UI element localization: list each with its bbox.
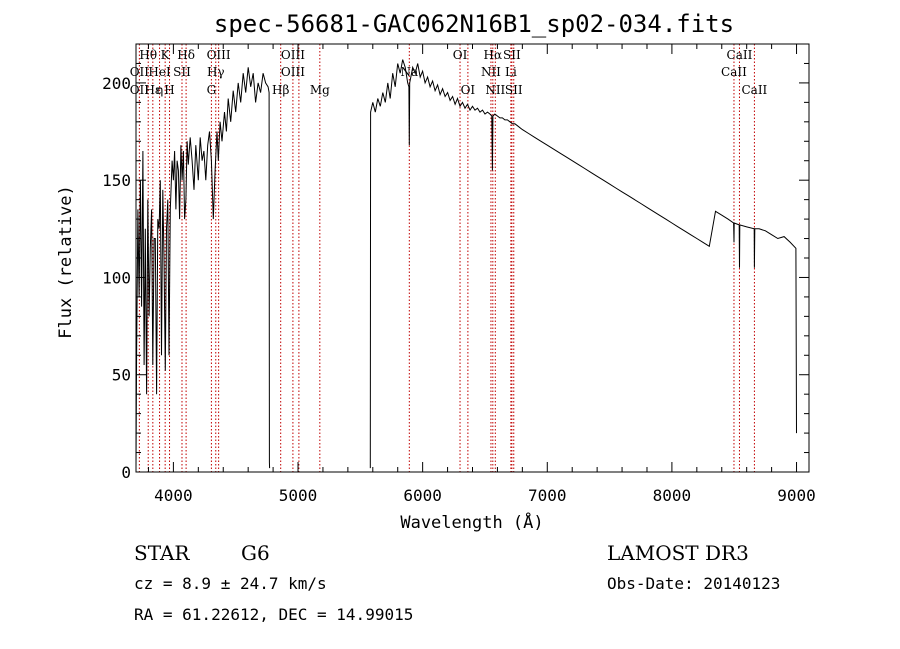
line-label: Hθ <box>139 48 157 62</box>
line-label: NII <box>481 65 501 79</box>
line-label: G <box>207 83 217 97</box>
line-label: OI <box>461 83 476 97</box>
line-label: OI <box>453 48 468 62</box>
x-tick-label: 4000 <box>154 486 193 505</box>
x-axis-label: Wavelength (Å) <box>400 511 543 533</box>
x-tick-label: 8000 <box>653 486 692 505</box>
y-tick-label: 200 <box>102 74 131 93</box>
redshift-velocity: cz = 8.9 ± 24.7 km/s <box>134 574 327 593</box>
line-label: Hα <box>484 48 503 62</box>
line-label: OIII <box>281 65 305 79</box>
y-axis-ticks: 0 50 100 150 200 <box>102 62 809 482</box>
line-label: OIII <box>281 48 305 62</box>
line-label: CaII <box>721 65 747 79</box>
line-label: SII <box>173 65 191 79</box>
y-tick-label: 150 <box>102 171 131 190</box>
observation-date: Obs-Date: 20140123 <box>607 574 780 593</box>
line-label: HeI <box>148 65 171 79</box>
line-label: SII <box>505 83 523 97</box>
chart-title: spec-56681-GAC062N16B1_sp02-034.fits <box>214 10 734 38</box>
x-tick-label: 7000 <box>528 486 567 505</box>
line-label: Mg <box>310 83 330 97</box>
line-label: Li <box>505 65 517 79</box>
line-label: Hε <box>144 83 161 97</box>
y-tick-label: 0 <box>121 463 131 482</box>
line-label: CaII <box>741 83 767 97</box>
plot-frame <box>135 43 810 473</box>
spectrum-series <box>135 59 797 469</box>
spectrum-line <box>369 59 797 469</box>
line-label: SII <box>503 48 521 62</box>
line-label: K <box>161 48 171 62</box>
line-label: OII <box>130 65 150 79</box>
y-axis-label: Flux (relative) <box>56 185 76 339</box>
y-tick-label: 50 <box>112 366 131 385</box>
line-label: H <box>164 83 174 97</box>
spectrum-line <box>135 67 271 469</box>
x-tick-label: 9000 <box>777 486 816 505</box>
line-label: Hγ <box>207 65 225 79</box>
line-label: CaII <box>727 48 753 62</box>
x-axis-ticks: 4000 5000 6000 7000 8000 9000 <box>147 44 816 505</box>
line-label: Hδ <box>177 48 195 62</box>
coordinates: RA = 61.22612, DEC = 14.99015 <box>134 605 413 624</box>
x-tick-label: 5000 <box>279 486 318 505</box>
line-label: Hβ <box>272 83 289 97</box>
line-label: NII <box>485 83 505 97</box>
object-subclass: G6 <box>241 541 270 565</box>
line-label: OIII <box>207 48 231 62</box>
line-label: η <box>156 83 163 97</box>
y-tick-label: 100 <box>102 268 131 287</box>
object-class: STAR <box>134 541 190 565</box>
line-label: OII <box>130 83 150 97</box>
x-tick-label: 6000 <box>403 486 442 505</box>
survey-name: LAMOST DR3 <box>607 541 749 565</box>
